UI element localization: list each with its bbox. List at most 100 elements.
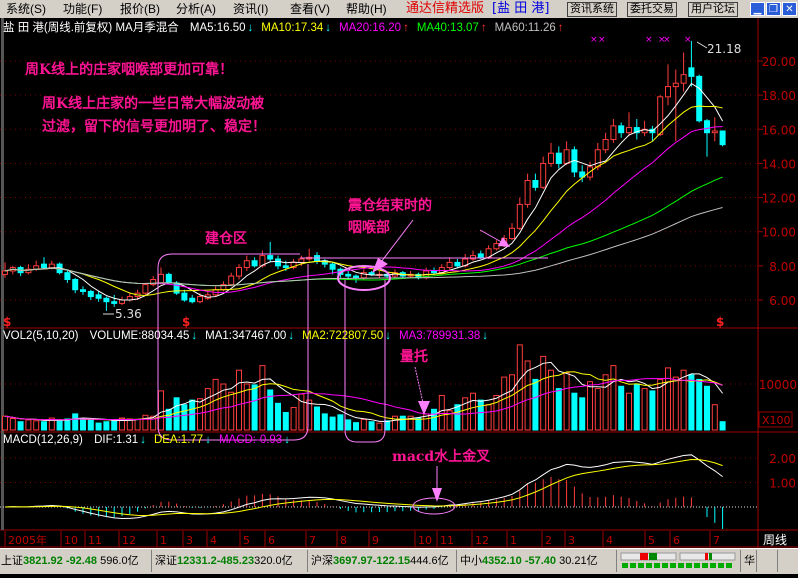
- arrow-down-icon: ↓: [191, 330, 198, 342]
- low-price-label: 5.36: [115, 307, 142, 321]
- candle-body: [711, 130, 718, 134]
- candle-body: [579, 171, 586, 178]
- menu-help[interactable]: 帮助(H): [346, 2, 387, 16]
- volume-bar: [594, 388, 601, 431]
- candle-body: [594, 149, 601, 168]
- trade-button[interactable]: 委托交易: [627, 2, 677, 17]
- macd-indicator-title: MACD(12,26,9): [3, 434, 83, 446]
- restore-icon[interactable]: ❐: [766, 2, 781, 16]
- volume-bar: [626, 392, 632, 431]
- volume-axis-label: 10000: [759, 378, 797, 392]
- volume-bar: [181, 404, 188, 431]
- menu-bar: 系统(S) 功能(F) 报价(B) 分析(A) 资讯(I) 查看(V) 帮助(H…: [0, 0, 798, 18]
- index-value: 12331.2-485.23: [177, 555, 255, 567]
- stock-name-tag: [盐 田 港]: [492, 1, 550, 16]
- time-axis-label: 4: [606, 534, 613, 547]
- candle-body: [719, 130, 726, 146]
- arrow-down-icon: ↓: [482, 330, 488, 342]
- news-system-button[interactable]: 资讯系统: [567, 2, 617, 17]
- menu-function[interactable]: 功能(F): [63, 2, 103, 16]
- menu-view[interactable]: 查看(V): [290, 2, 330, 16]
- volume-bar: [649, 390, 656, 431]
- volume-bar: [220, 383, 227, 431]
- vol-value-3: MA3:789931.38: [399, 330, 481, 342]
- index-quote-1[interactable]: 深证12331.2-485.23320.0亿: [154, 550, 308, 572]
- volume-bar: [111, 419, 118, 431]
- macd-value-2: MACD:-0.93: [218, 434, 283, 446]
- signal-icon[interactable]: [760, 550, 778, 572]
- volume-bar: [25, 419, 32, 431]
- volume-bar: [345, 419, 352, 431]
- price-axis-label: 18.00: [762, 89, 796, 103]
- volume-bar: [290, 406, 297, 431]
- time-axis-label: 12: [122, 534, 136, 547]
- arrow-down-icon: ↓: [288, 330, 295, 342]
- candle-body: [431, 270, 437, 274]
- candle-body: [665, 86, 671, 98]
- candle-body: [2, 270, 8, 275]
- volume-bar: [150, 415, 157, 431]
- index-quote-3[interactable]: 中小4352.10 -57.40 30.21亿: [459, 550, 617, 572]
- candle-body: [282, 265, 289, 269]
- volume-bar: [454, 404, 461, 431]
- time-axis-label: 3: [568, 534, 575, 547]
- arrow-up-icon: ↑: [403, 22, 409, 34]
- volume-bar: [282, 412, 289, 431]
- time-axis-label: 5: [648, 534, 655, 547]
- candle-body: [454, 261, 461, 267]
- price-axis-label: 14.00: [762, 157, 796, 171]
- menu-news[interactable]: 资讯(I): [233, 2, 269, 16]
- ma-value-1: MA10:17.34: [261, 22, 324, 34]
- arrow-down-icon: ↓: [247, 22, 254, 34]
- volume-bar: [41, 421, 47, 431]
- ma-value-3: MA40:13.07: [416, 22, 479, 34]
- forum-button[interactable]: 用户论坛: [688, 2, 738, 17]
- volume-bar: [360, 418, 367, 431]
- candle-body: [267, 255, 274, 260]
- volume-bar: [95, 422, 102, 431]
- macd-value-0: DIF:1.31: [94, 434, 139, 446]
- menu-quote[interactable]: 报价(B): [120, 2, 160, 16]
- ma-value-2: MA20:16.20: [339, 22, 402, 34]
- signal-x-marker: ×: [658, 35, 666, 45]
- index-amount: 320.0亿: [254, 555, 293, 567]
- macd-cross-arrowhead-icon: [432, 488, 442, 502]
- candle-body: [633, 127, 640, 134]
- candle-body: [688, 67, 695, 77]
- index-quote-0[interactable]: 上证3821.92 -92.48 596.0亿: [0, 550, 152, 572]
- time-axis-label: 4: [210, 534, 217, 547]
- candle-body: [48, 263, 55, 269]
- candle-body: [142, 284, 149, 294]
- volume-bar: [602, 374, 609, 431]
- volume-bar: [446, 410, 453, 431]
- close-icon[interactable]: ✕: [782, 2, 797, 16]
- index-name: 中小: [460, 555, 482, 567]
- time-axis-label: 12: [475, 534, 489, 547]
- volume-bar: [64, 418, 71, 431]
- index-quote-2[interactable]: 沪深3697.97-122.15444.6亿: [310, 550, 457, 572]
- volume-bar: [165, 408, 172, 431]
- s-signal-icon: $: [716, 315, 724, 329]
- annotation-build-zone: 建仓区: [205, 231, 247, 247]
- annotation-shakeout-2: 咽喉部: [348, 220, 390, 236]
- throat-arrow-line: [377, 219, 414, 267]
- index-value: 3821.92 -92.48: [23, 555, 98, 567]
- volume-bar: [438, 395, 445, 431]
- candle-body: [657, 96, 664, 135]
- candle-body: [236, 267, 242, 277]
- menu-analysis[interactable]: 分析(A): [176, 2, 216, 16]
- status-extra: 华: [743, 550, 757, 572]
- time-axis-label: 7: [309, 534, 316, 547]
- volume-bar: [72, 413, 79, 431]
- kline-chart[interactable]: 20.00 18.00 16.00 14.00 12.00 10.00 8.00 6.00 10…: [0, 18, 798, 548]
- volume-bar: [306, 399, 313, 431]
- minimize-icon[interactable]: ▁: [750, 2, 765, 16]
- macd-cross-ellipse: [412, 497, 456, 515]
- menu-system[interactable]: 系统(S): [6, 2, 46, 16]
- volume-ma5-line: [4, 361, 723, 423]
- arrow-up-icon: ↑: [557, 22, 564, 34]
- candle-body: [251, 260, 258, 267]
- time-axis-label: 2005年: [8, 533, 47, 547]
- candle-body: [80, 289, 86, 292]
- macd-axis-label: 1.00: [769, 477, 796, 491]
